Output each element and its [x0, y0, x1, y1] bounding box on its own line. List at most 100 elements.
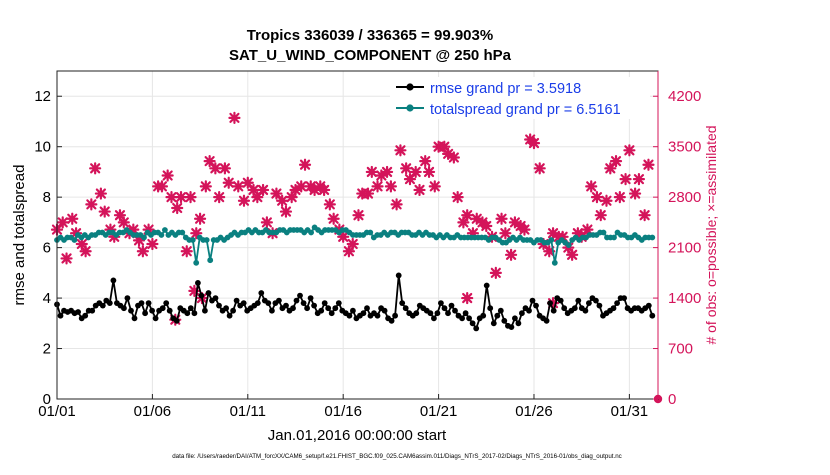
- obs-assimilated-marker: [361, 187, 375, 200]
- x-tick-label: 01/16: [324, 403, 362, 420]
- rmse-point: [128, 307, 134, 314]
- obs-assimilated-marker: [527, 136, 541, 150]
- totalspread-point: [649, 234, 656, 241]
- rmse-point: [582, 307, 589, 314]
- legend: rmse grand pr = 3.5918 totalspread grand…: [390, 77, 650, 119]
- rmse-point: [276, 297, 282, 304]
- series-layer: [54, 224, 656, 332]
- obs-marker-shape: [60, 252, 73, 265]
- obs-assimilated-marker: [413, 183, 426, 197]
- obs-marker-shape: [327, 212, 340, 225]
- obs-assimilated-marker: [193, 212, 207, 225]
- rmse-point: [561, 305, 568, 312]
- rmse-point: [304, 305, 310, 312]
- obs-marker-shape: [566, 248, 579, 261]
- obs-marker-shape: [89, 162, 102, 175]
- rmse-point: [82, 312, 89, 319]
- obs-marker-shape: [146, 237, 159, 251]
- obs-assimilated-marker: [237, 194, 251, 207]
- rmse-point: [445, 310, 451, 317]
- totalspread-point: [158, 232, 165, 238]
- tick-layer: 01/01 01/06 01/11 01/16 01/21 01/26 01/31 0 2 4 6 8…: [34, 71, 701, 420]
- rmse-point: [149, 307, 156, 314]
- rmse-point: [198, 292, 205, 299]
- obs-marker-shape: [428, 180, 441, 193]
- obs-marker-shape: [209, 162, 222, 175]
- obs-assimilated-marker: [638, 209, 651, 222]
- obs-marker-shape: [279, 205, 293, 218]
- rmse-point: [233, 297, 240, 304]
- rmse-point: [230, 307, 237, 314]
- obs-assimilated-marker: [327, 212, 340, 225]
- obs-marker-shape: [228, 111, 241, 124]
- chart-subtitle: SAT_U_WIND_COMPONENT @ 250 hPa: [229, 47, 512, 64]
- rmse-point: [392, 312, 398, 319]
- obs-marker-shape: [495, 212, 508, 225]
- rmse-point: [614, 300, 620, 306]
- rmse-point: [399, 300, 406, 306]
- legend-totalspread-label: totalspread grand pr = 6.5161: [430, 102, 621, 118]
- obs-marker-shape: [642, 158, 655, 171]
- obs-assimilated-marker: [428, 180, 441, 193]
- obs-assimilated-marker: [218, 162, 231, 175]
- x-tick-label: 01/26: [515, 403, 553, 420]
- obs-marker-shape: [117, 216, 130, 229]
- obs-assimilated-marker: [323, 198, 336, 211]
- obs-assimilated-marker: [256, 183, 270, 197]
- y2-tick-label: 0: [668, 391, 676, 408]
- rmse-point: [332, 305, 339, 312]
- obs-assimilated-marker: [98, 205, 111, 218]
- rmse-point: [649, 312, 656, 319]
- rmse-point: [346, 312, 353, 319]
- rmse-point: [159, 305, 166, 312]
- obs-assimilated-marker: [371, 180, 384, 193]
- obs-assimilated-marker: [209, 162, 222, 175]
- rmse-point: [138, 300, 145, 306]
- rmse-point: [593, 297, 599, 304]
- rmse-point: [645, 302, 652, 309]
- obs-marker-shape: [180, 245, 193, 258]
- obs-marker-shape: [371, 180, 384, 193]
- rmse-point: [307, 295, 314, 301]
- obs-marker-shape: [413, 183, 426, 197]
- obs-marker-shape: [171, 201, 184, 215]
- x-tick-label: 01/11: [230, 403, 266, 420]
- x-tick-label: 01/31: [611, 403, 649, 420]
- rmse-point: [557, 297, 564, 304]
- obs-assimilated-marker: [279, 205, 293, 218]
- obs-marker-shape: [94, 187, 107, 200]
- totalspread-point: [189, 237, 196, 243]
- obs-marker-shape: [213, 191, 226, 204]
- rmse-point: [269, 307, 275, 314]
- rmse-point: [543, 317, 550, 324]
- rmse-point: [152, 315, 159, 322]
- legend-rmse-label: rmse grand pr = 3.5918: [430, 81, 581, 97]
- rmse-point: [106, 300, 113, 306]
- totalspread-point: [548, 237, 555, 243]
- rmse-point: [473, 325, 480, 332]
- rmse-point: [254, 300, 261, 306]
- y2-tick-label: 1400: [668, 290, 701, 307]
- totalspread-point: [551, 259, 558, 266]
- rmse-point: [265, 300, 272, 306]
- totalspread-point: [162, 227, 168, 233]
- rmse-point: [374, 312, 381, 319]
- obs-assimilated-marker: [228, 111, 241, 124]
- rmse-point: [124, 295, 131, 301]
- obs-marker-shape: [352, 209, 365, 222]
- rmse-point: [297, 292, 303, 299]
- rmse-point: [483, 282, 490, 289]
- obs-marker-shape: [346, 237, 359, 251]
- obs-assimilated-marker: [600, 194, 613, 207]
- rmse-point: [441, 305, 448, 312]
- rmse-point: [526, 307, 532, 314]
- rmse-point: [360, 310, 367, 317]
- rmse-point: [350, 307, 356, 314]
- rmse-point: [205, 290, 212, 296]
- legend-box: [390, 77, 650, 119]
- obs-marker-shape: [422, 165, 436, 179]
- rmse-point: [497, 307, 504, 314]
- obs-assimilated-marker: [504, 248, 518, 261]
- obs-assimilated-marker: [489, 266, 502, 279]
